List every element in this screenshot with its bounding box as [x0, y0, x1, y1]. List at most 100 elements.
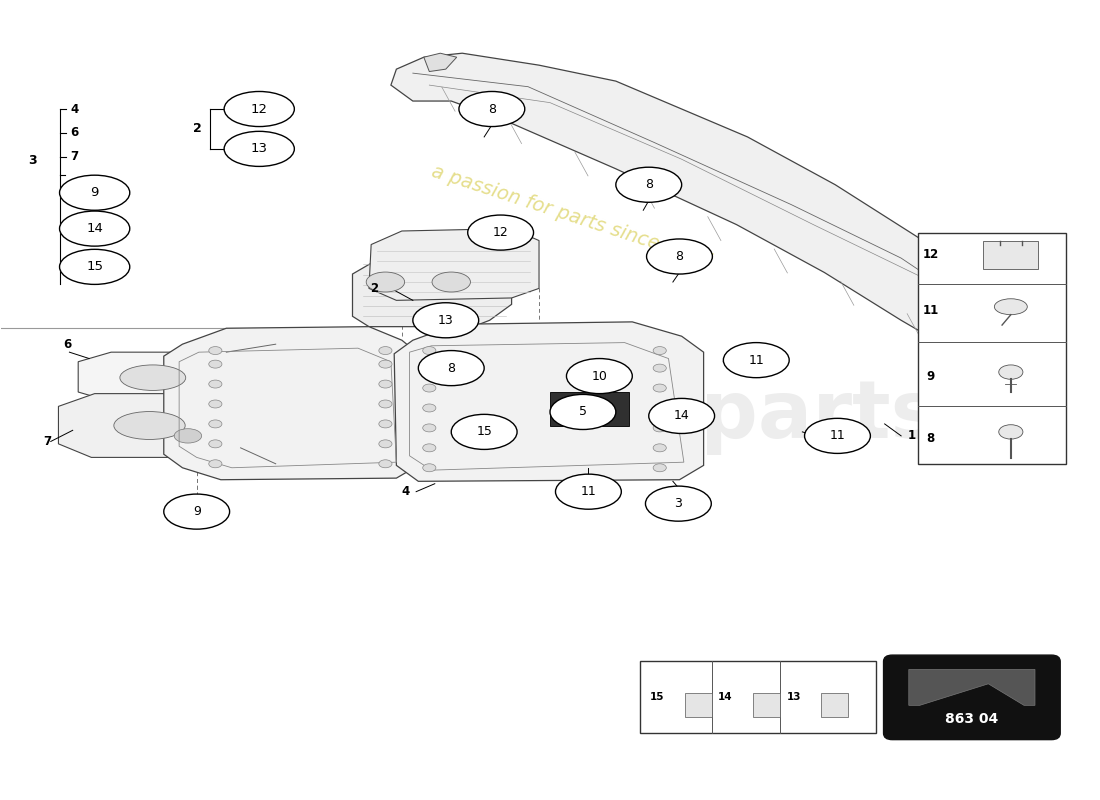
Ellipse shape	[653, 464, 667, 472]
Ellipse shape	[59, 175, 130, 210]
FancyBboxPatch shape	[883, 655, 1060, 740]
Ellipse shape	[550, 394, 616, 430]
Ellipse shape	[366, 272, 405, 292]
Polygon shape	[390, 54, 1011, 368]
Ellipse shape	[412, 302, 478, 338]
Text: 7: 7	[70, 150, 78, 163]
Text: 7: 7	[43, 435, 52, 448]
Polygon shape	[58, 394, 241, 458]
Ellipse shape	[378, 400, 392, 408]
Ellipse shape	[566, 358, 632, 394]
Ellipse shape	[653, 424, 667, 432]
Polygon shape	[164, 326, 418, 480]
Bar	[550, 392, 629, 426]
Ellipse shape	[653, 384, 667, 392]
Ellipse shape	[459, 91, 525, 126]
Ellipse shape	[653, 404, 667, 412]
Ellipse shape	[422, 384, 436, 392]
Text: 11: 11	[829, 430, 845, 442]
Polygon shape	[78, 352, 227, 402]
Ellipse shape	[378, 346, 392, 354]
Ellipse shape	[422, 404, 436, 412]
Ellipse shape	[556, 474, 622, 510]
Ellipse shape	[378, 460, 392, 468]
Ellipse shape	[59, 211, 130, 246]
Text: 2: 2	[371, 282, 378, 295]
Text: 8: 8	[675, 250, 683, 263]
Ellipse shape	[114, 411, 185, 439]
Text: 10: 10	[592, 370, 607, 382]
Text: 14: 14	[674, 410, 690, 422]
Text: 2: 2	[194, 122, 202, 135]
Text: 8: 8	[926, 432, 935, 445]
Ellipse shape	[422, 346, 436, 354]
Text: 4: 4	[70, 102, 79, 115]
Polygon shape	[424, 54, 456, 71]
Ellipse shape	[999, 425, 1023, 439]
Ellipse shape	[209, 400, 222, 408]
Ellipse shape	[647, 239, 713, 274]
Ellipse shape	[209, 460, 222, 468]
Ellipse shape	[999, 365, 1023, 379]
Ellipse shape	[224, 91, 295, 126]
Ellipse shape	[378, 380, 392, 388]
Text: 15: 15	[476, 426, 492, 438]
Text: 15: 15	[650, 692, 664, 702]
Ellipse shape	[224, 131, 295, 166]
Ellipse shape	[646, 486, 712, 521]
Bar	[917, 233, 1066, 464]
Ellipse shape	[378, 420, 392, 428]
Bar	[754, 694, 780, 718]
Text: 3: 3	[28, 154, 36, 167]
Ellipse shape	[209, 420, 222, 428]
Text: 863 04: 863 04	[945, 712, 999, 726]
Text: 13: 13	[786, 692, 801, 702]
Polygon shape	[909, 670, 1035, 706]
Ellipse shape	[174, 429, 201, 443]
Text: 11: 11	[581, 485, 596, 498]
Ellipse shape	[422, 364, 436, 372]
Ellipse shape	[804, 418, 870, 454]
Polygon shape	[368, 229, 539, 300]
Text: 13: 13	[251, 142, 267, 155]
Ellipse shape	[209, 346, 222, 354]
Text: 13: 13	[438, 314, 453, 326]
Text: 12: 12	[923, 249, 939, 262]
Text: 3: 3	[674, 497, 682, 510]
Text: 9: 9	[926, 370, 935, 382]
Text: 11: 11	[748, 354, 764, 366]
Ellipse shape	[209, 360, 222, 368]
Ellipse shape	[994, 298, 1027, 314]
Text: 14: 14	[718, 692, 733, 702]
Ellipse shape	[418, 350, 484, 386]
Bar	[640, 662, 876, 734]
Ellipse shape	[468, 215, 534, 250]
Text: 8: 8	[487, 102, 496, 115]
Text: 11: 11	[923, 304, 939, 318]
Bar	[821, 694, 848, 718]
Text: 1: 1	[908, 430, 916, 442]
Ellipse shape	[120, 365, 186, 390]
Polygon shape	[394, 322, 704, 482]
Ellipse shape	[378, 440, 392, 448]
Text: eu-parts: eu-parts	[556, 377, 939, 455]
Text: 6: 6	[70, 126, 79, 139]
Ellipse shape	[616, 167, 682, 202]
Text: 9: 9	[90, 186, 99, 199]
Ellipse shape	[422, 464, 436, 472]
Ellipse shape	[422, 444, 436, 452]
Polygon shape	[352, 245, 512, 326]
Text: 6: 6	[63, 338, 72, 350]
Ellipse shape	[209, 380, 222, 388]
Text: 5: 5	[579, 406, 587, 418]
Text: 12: 12	[251, 102, 267, 115]
Text: 8: 8	[645, 178, 652, 191]
Ellipse shape	[422, 424, 436, 432]
Ellipse shape	[59, 250, 130, 285]
Ellipse shape	[653, 364, 667, 372]
Ellipse shape	[432, 272, 471, 292]
Text: a passion for parts since 1985: a passion for parts since 1985	[429, 162, 715, 271]
Ellipse shape	[378, 360, 392, 368]
Bar	[685, 694, 713, 718]
Text: 12: 12	[493, 226, 508, 239]
